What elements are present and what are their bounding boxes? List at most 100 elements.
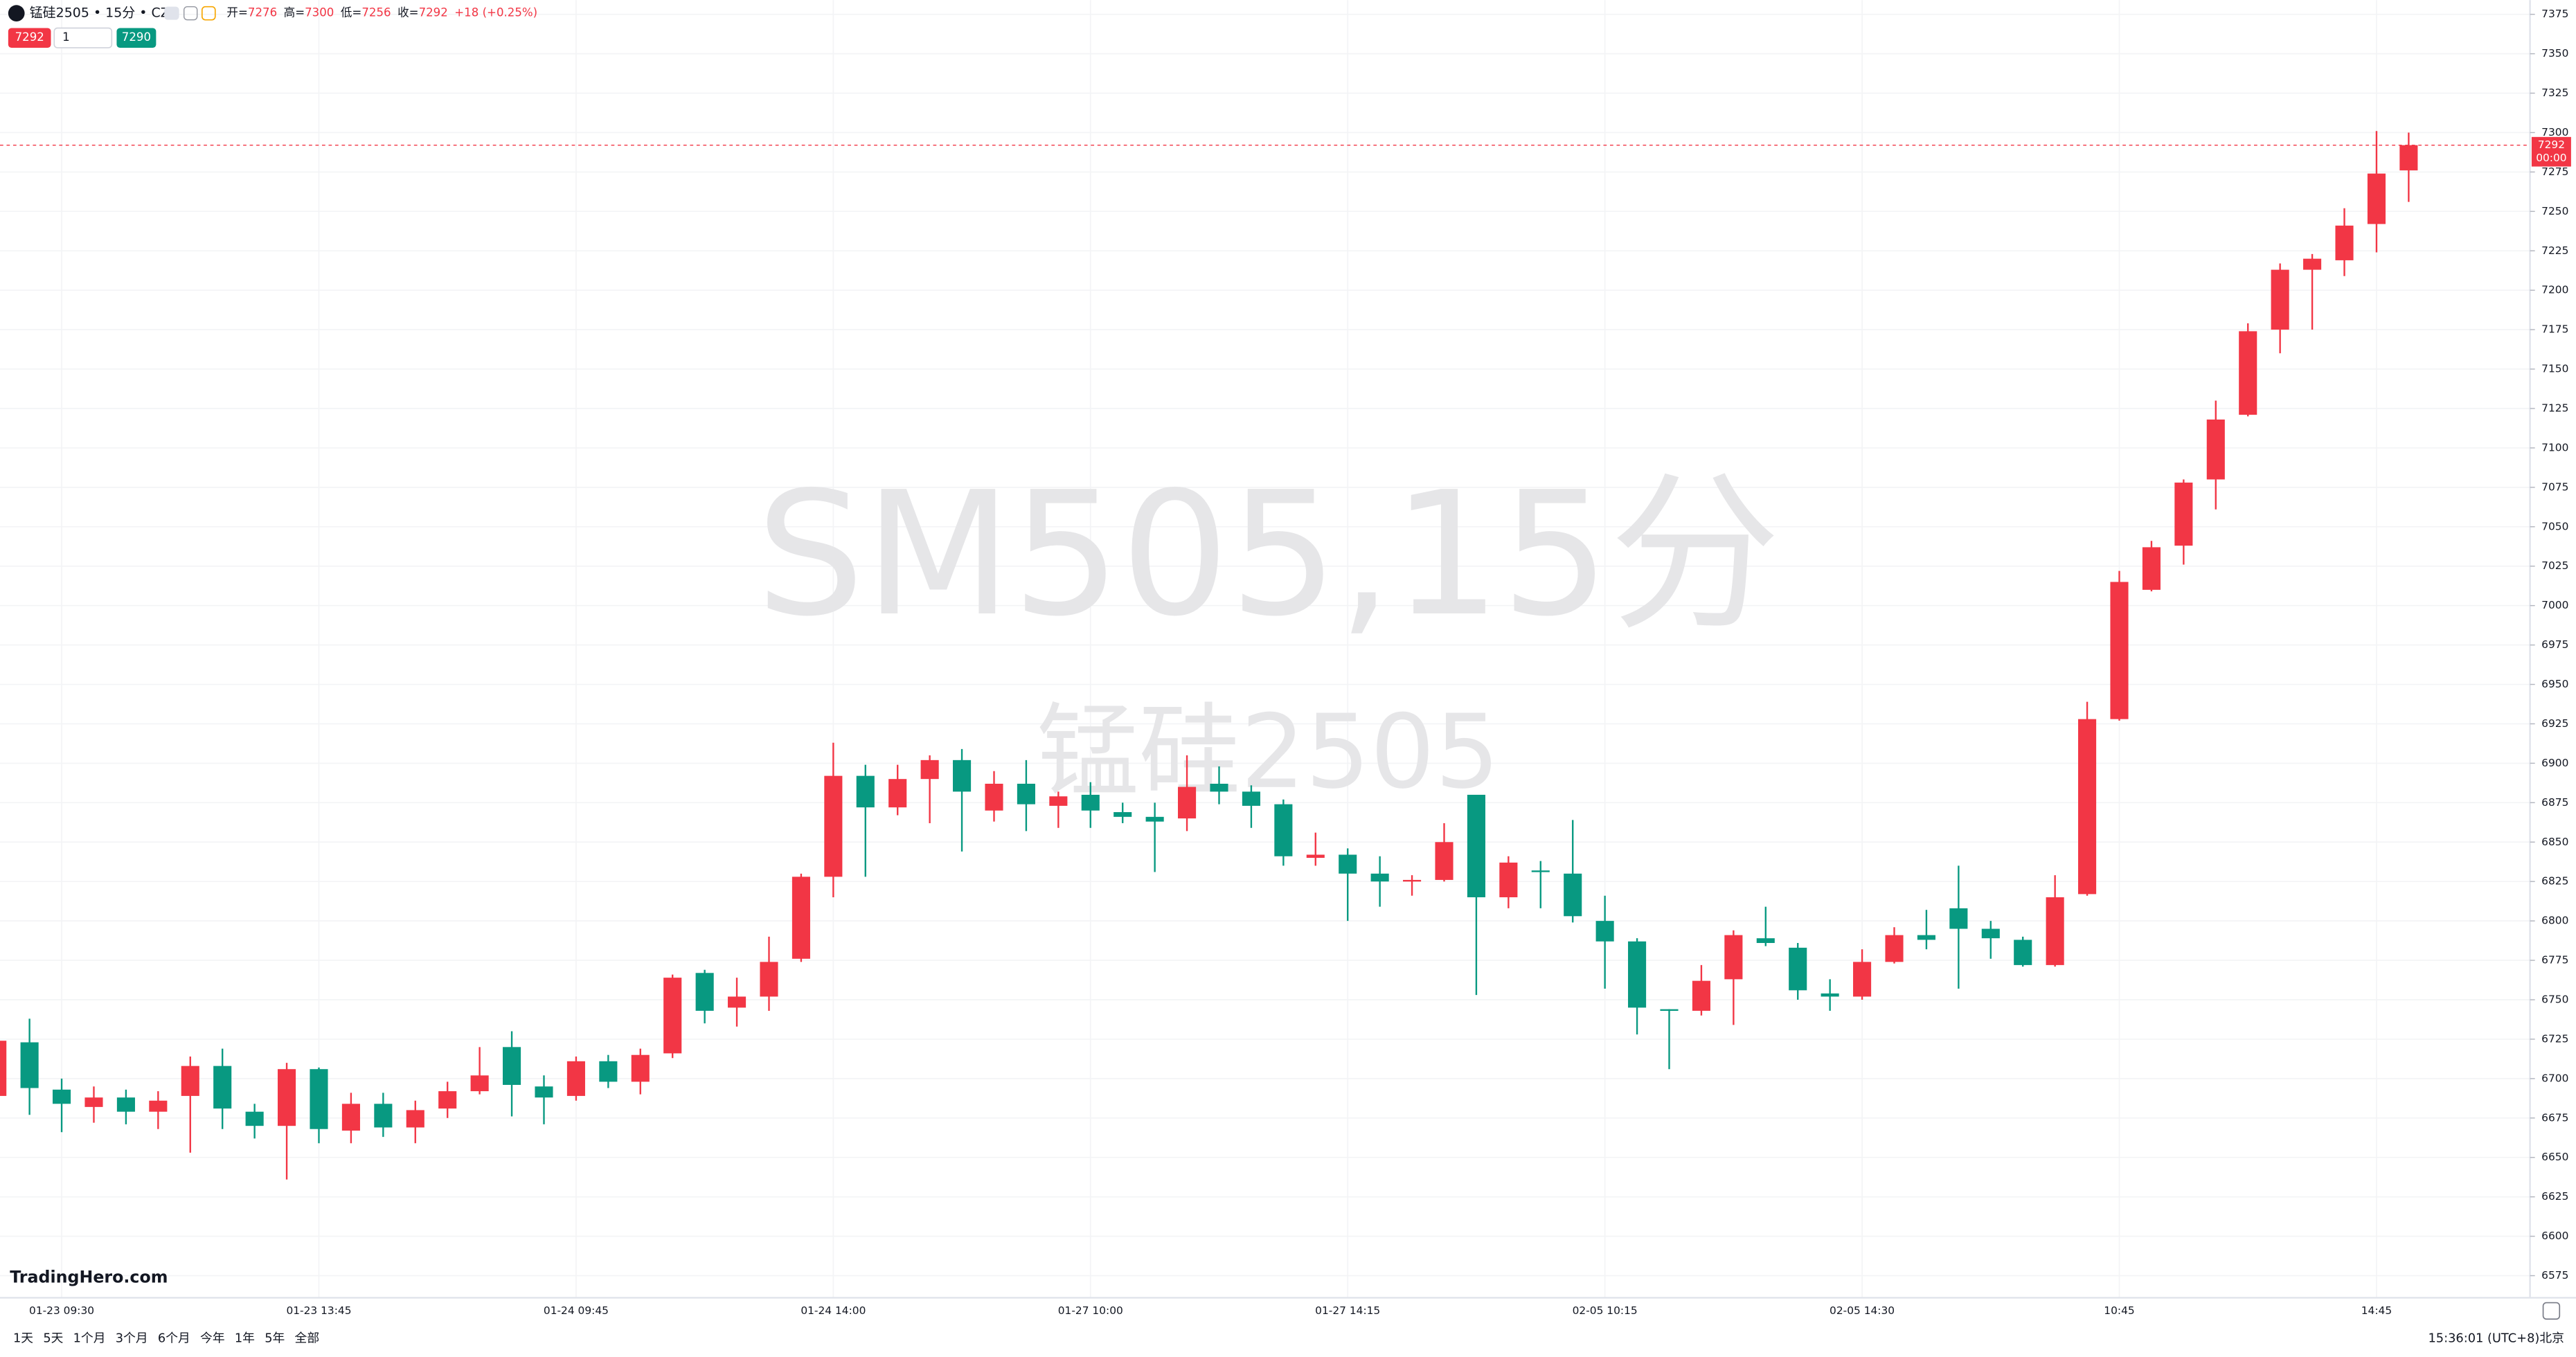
grid [0, 0, 2530, 1298]
candle-body [1145, 816, 1164, 822]
ohlc-value: 7292 [419, 6, 448, 19]
candle-body [920, 760, 939, 780]
candle-body [599, 1061, 618, 1082]
candle-body [2399, 145, 2418, 171]
candle-body [1242, 791, 1260, 806]
change: +18 (+0.25%) [454, 6, 537, 19]
ohlc: 开= 7276 高= 7300 低= 7256 收= 7292 +18 (+0.25%) [226, 6, 537, 19]
eye-icon[interactable] [164, 6, 179, 20]
y-tick-label: 7175 [2541, 323, 2568, 336]
ohlc-value: 7300 [305, 6, 334, 19]
settings-icon[interactable] [184, 6, 198, 21]
candle-body [2239, 331, 2257, 415]
candle-body [728, 996, 746, 1008]
x-tick-label: 01-24 09:45 [544, 1304, 609, 1317]
y-tick-label: 7250 [2541, 205, 2568, 217]
candle-body [985, 784, 1003, 811]
y-tick-label: 6800 [2541, 915, 2568, 927]
y-tick-label: 6750 [2541, 993, 2568, 1005]
candle-body [1821, 993, 1839, 997]
watermark: SM505,15分 [756, 456, 1780, 654]
last-price-box [2531, 136, 2571, 167]
y-tick-label: 7125 [2541, 402, 2568, 415]
candle-body [1113, 811, 1132, 817]
buy-button[interactable] [116, 28, 156, 48]
settings-icon[interactable] [2542, 1302, 2561, 1320]
candle-body [791, 877, 810, 959]
y-tick-label: 6600 [2541, 1230, 2568, 1242]
candle-body [1756, 938, 1775, 944]
flag-icon[interactable] [201, 6, 216, 21]
candle-body [824, 775, 843, 877]
candle-body [2335, 225, 2354, 260]
range-button[interactable]: 全部 [295, 1331, 320, 1346]
range-button[interactable]: 6个月 [158, 1331, 190, 1346]
range-button[interactable]: 1天 [13, 1331, 33, 1346]
y-tick-label: 6875 [2541, 796, 2568, 809]
y-tick-label: 7000 [2541, 599, 2568, 611]
candle-body [84, 1097, 103, 1107]
sell-price[interactable]: 7292 [15, 30, 44, 44]
range-button[interactable]: 5年 [265, 1331, 285, 1346]
range-button[interactable]: 5天 [43, 1331, 63, 1346]
candle-body [149, 1100, 168, 1112]
candle-body [2367, 173, 2386, 224]
candle-body [1306, 854, 1325, 859]
candle-body [1081, 794, 1100, 811]
candle-body [1917, 935, 1935, 940]
candle-body [631, 1054, 650, 1082]
y-tick-label: 7375 [2541, 8, 2568, 20]
symbol[interactable]: 锰硅2505 • 15分 • CZC [30, 6, 179, 21]
candle-body [278, 1069, 296, 1126]
candle-body [2271, 269, 2289, 330]
ohlc-label: 高= [284, 6, 305, 19]
quantity[interactable]: 1 [62, 30, 70, 44]
candle-body [1499, 862, 1518, 897]
buy-price[interactable]: 7290 [122, 30, 151, 44]
symbol-icon [8, 5, 25, 22]
y-tick-label: 7300 [2541, 126, 2568, 138]
range-button[interactable]: 今年 [200, 1331, 225, 1346]
y-tick-label: 6650 [2541, 1151, 2568, 1163]
x-tick-label: 14:45 [2361, 1304, 2392, 1317]
candle-body [341, 1104, 360, 1131]
candle-body [1467, 794, 1485, 897]
candle-body [245, 1111, 264, 1126]
candle-body [1789, 947, 1807, 991]
footer: 1天 5天 1个月 3个月 6个月 今年 1年 5年 全部 [13, 1331, 319, 1346]
y-tick-label: 6625 [2541, 1190, 2568, 1203]
y-tick-label: 7025 [2541, 559, 2568, 572]
candle-body [2014, 940, 2032, 965]
candle-body [2142, 547, 2161, 590]
candle-body [1885, 935, 1904, 962]
range-button[interactable]: 1年 [235, 1331, 255, 1346]
quantity-input[interactable] [53, 27, 113, 48]
ohlc-value: 7256 [361, 6, 391, 19]
candle-body [1435, 842, 1454, 880]
range-button[interactable]: 1个月 [73, 1331, 106, 1346]
candle-body [1692, 980, 1710, 1011]
candle-body [53, 1089, 71, 1104]
candle-body [2206, 419, 2225, 480]
clock: 15:36:01 (UTC+8)北京 [2428, 1331, 2564, 1346]
candle-body [1049, 796, 1068, 806]
y-tick-label: 6825 [2541, 875, 2568, 888]
candle-body [503, 1047, 521, 1085]
logo: TradingHero.com [10, 1267, 168, 1286]
last-price-label: 7292 [2538, 138, 2565, 151]
y-tick-label: 6700 [2541, 1072, 2568, 1084]
candle-body [2046, 897, 2064, 965]
candle-body [953, 760, 972, 792]
x-tick-label: 01-23 09:30 [29, 1304, 94, 1317]
y-tick-label: 6925 [2541, 717, 2568, 730]
candle-body [470, 1075, 489, 1092]
candle-body [2110, 582, 2129, 719]
candle-body [1660, 1009, 1679, 1012]
y-tick-label: 6775 [2541, 954, 2568, 967]
x-tick-label: 01-23 13:45 [286, 1304, 351, 1317]
y-tick-label: 6575 [2541, 1269, 2568, 1282]
range-button[interactable]: 3个月 [116, 1331, 148, 1346]
sell-button[interactable] [8, 28, 51, 48]
candle-body [310, 1069, 328, 1129]
